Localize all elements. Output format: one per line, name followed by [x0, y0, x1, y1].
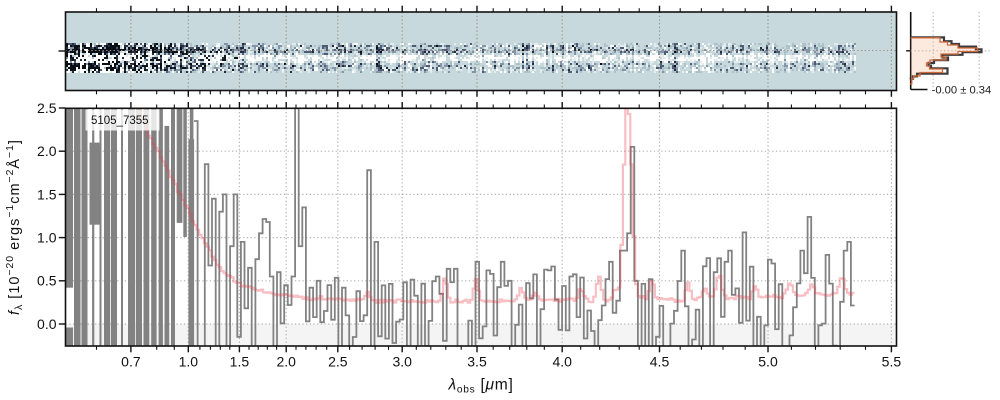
svg-text:0.7: 0.7: [121, 354, 141, 370]
svg-text:5105_7355: 5105_7355: [91, 115, 149, 127]
svg-text:fλ [10−20 ergs−1cm−2Å−1]: fλ [10−20 ergs−1cm−2Å−1]: [5, 139, 25, 315]
svg-text:3.0: 3.0: [392, 354, 412, 370]
svg-text:λobs [μm]: λobs [μm]: [448, 377, 514, 396]
svg-text:2.5: 2.5: [328, 354, 348, 370]
svg-text:2.0: 2.0: [37, 143, 57, 159]
svg-text:1.5: 1.5: [37, 186, 57, 202]
svg-text:5.5: 5.5: [882, 354, 902, 370]
svg-text:1.5: 1.5: [230, 354, 250, 370]
svg-text:4.5: 4.5: [650, 354, 670, 370]
svg-text:1.0: 1.0: [37, 230, 57, 246]
svg-text:3.5: 3.5: [467, 354, 487, 370]
svg-text:0.0: 0.0: [37, 316, 57, 332]
svg-text:0.5: 0.5: [37, 273, 57, 289]
svg-text:2.0: 2.0: [276, 354, 296, 370]
svg-text:5.0: 5.0: [758, 354, 778, 370]
svg-text:2.5: 2.5: [37, 100, 57, 116]
svg-text:-0.00 ± 0.34: -0.00 ± 0.34: [932, 85, 992, 97]
svg-text:1.0: 1.0: [179, 354, 199, 370]
svg-text:4.0: 4.0: [552, 354, 572, 370]
